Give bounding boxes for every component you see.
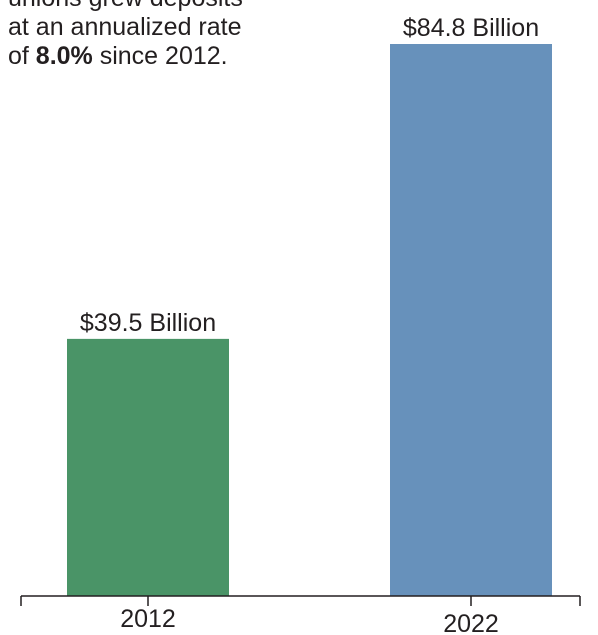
bar-2012 [67, 338, 229, 596]
callout-rate: 8.0% [35, 42, 93, 70]
callout-suffix: since 2012. [92, 42, 228, 70]
callout-line-3: of 8.0% since 2012. [8, 42, 308, 71]
data-label-2012: $39.5 Billion [80, 309, 216, 337]
data-label-2022: $84.8 Billion [403, 14, 539, 42]
bar-2022 [390, 44, 552, 596]
callout-line-1: unions grew deposits [8, 0, 308, 13]
x-tick-label-2022: 2022 [443, 610, 499, 635]
callout-line-2: at an annualized rate [8, 13, 242, 41]
callout-prefix: of [8, 42, 36, 70]
x-tick-label-2012: 2012 [120, 605, 176, 633]
chart-callout: unions grew deposits at an annualized ra… [8, 0, 308, 71]
